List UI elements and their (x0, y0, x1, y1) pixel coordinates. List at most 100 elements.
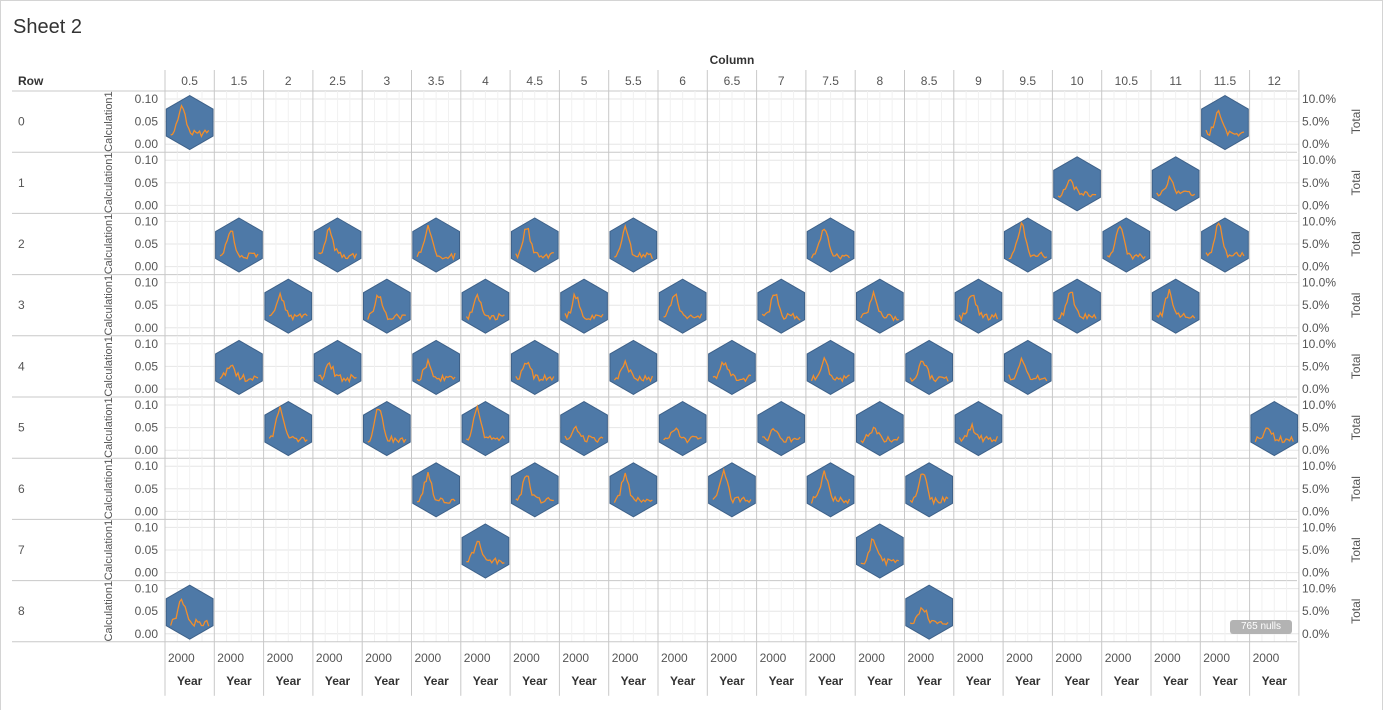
column-header-label: 11.5 (1214, 74, 1237, 88)
x-axis-tick-label: 2000 (1006, 651, 1033, 665)
sparkline-r2-c10.5 (1106, 225, 1146, 261)
hexagon-mark-r6-c8.5 (905, 462, 953, 518)
sparkline-r8-c8.5 (909, 606, 949, 625)
right-axis-tick-label: 10.0% (1302, 214, 1336, 228)
sparkline-r5-c12 (1254, 427, 1294, 444)
hexagon-mark-r3-c10 (1053, 278, 1101, 334)
sparkline-r3-c8 (860, 289, 899, 322)
hexagon-mark-r4-c8.5 (905, 339, 953, 395)
right-axis-tick-label: 10.0% (1302, 276, 1336, 290)
right-axis-tick-label: 10.0% (1302, 459, 1336, 473)
x-axis-tick-label: 2000 (1203, 651, 1230, 665)
hexagon-mark-r4-c6.5 (708, 339, 756, 395)
right-axis-tick-label: 10.0% (1302, 398, 1336, 412)
row-header-label: 4 (18, 359, 25, 373)
x-axis-tick-label: 2000 (1154, 651, 1181, 665)
y-axis-tick-label: 0.05 (135, 298, 159, 312)
row-header-label: 3 (18, 298, 25, 312)
sparkline-r4-c4.5 (515, 361, 555, 382)
x-axis-title: Year (966, 674, 992, 688)
hexagon-mark-r2-c11.5 (1201, 217, 1249, 273)
sparkline-r0-c11.5 (1205, 109, 1245, 137)
column-header-label: 9 (975, 74, 982, 88)
x-axis-tick-label: 2000 (1055, 651, 1082, 665)
sparkline-r3-c4 (465, 292, 505, 321)
right-axis-title: Total (1349, 109, 1363, 134)
column-header-label: 2 (285, 74, 292, 88)
sparkline-r3-c7 (761, 293, 801, 321)
sparkline-r6-c4.5 (515, 475, 554, 504)
y-axis-tick-label: 0.10 (135, 337, 159, 351)
hexagon-mark-r3-c7 (757, 278, 806, 334)
x-axis-title: Year (325, 674, 351, 688)
y-axis-tick-label: 0.00 (135, 198, 159, 212)
sparkline-r6-c5.5 (613, 472, 653, 503)
right-axis-tick-label: 0.0% (1302, 443, 1330, 457)
x-axis-title: Year (769, 674, 795, 688)
right-axis-tick-label: 0.0% (1302, 260, 1330, 274)
row-header-title: Row (18, 74, 44, 88)
hexagon-mark-r4-c7.5 (806, 339, 855, 395)
y-axis-tick-label: 0.10 (135, 520, 159, 534)
sparkline-r5-c2 (268, 406, 308, 443)
y-axis-title: Calculation1 (103, 91, 115, 152)
row-header-label: 1 (18, 176, 25, 190)
hexagon-mark-r5-c7 (757, 401, 806, 457)
y-axis-tick-label: 0.00 (135, 321, 159, 335)
right-axis-tick-label: 5.0% (1302, 421, 1330, 435)
y-axis-tick-label: 0.05 (135, 421, 159, 435)
nulls-indicator-badge[interactable]: 765 nulls (1230, 620, 1292, 634)
y-axis-title: Calculation1 (103, 397, 115, 458)
hexagon-mark-r4-c3.5 (412, 339, 460, 395)
x-axis-title: Year (1015, 674, 1041, 688)
hexagon-mark-r2-c4.5 (510, 217, 559, 273)
hexagon-mark-r7-c8 (856, 523, 904, 579)
hexagon-mark-r3-c4 (461, 278, 510, 334)
y-axis-tick-label: 0.05 (135, 237, 159, 251)
right-axis-title: Total (1349, 415, 1363, 440)
right-axis-tick-label: 0.0% (1302, 566, 1330, 580)
right-axis-tick-label: 0.0% (1302, 321, 1330, 335)
x-axis-tick-label: 2000 (661, 651, 688, 665)
sparkline-r4-c1.5 (219, 364, 259, 383)
sparkline-r2-c7.5 (810, 228, 851, 260)
x-axis-title: Year (226, 674, 252, 688)
column-header-label: 0.5 (181, 74, 198, 88)
y-axis-tick-label: 0.10 (135, 153, 159, 167)
y-axis-tick-label: 0.10 (135, 582, 159, 596)
sparkline-r3-c5 (564, 292, 604, 321)
sparkline-r3-c10 (1057, 291, 1097, 321)
hexagon-mark-r4-c2.5 (313, 339, 362, 395)
hexagon-mark-r5-c12 (1250, 401, 1299, 457)
column-header-label: 3 (384, 74, 391, 88)
right-axis-title: Total (1349, 599, 1363, 624)
right-axis-tick-label: 10.0% (1302, 153, 1336, 167)
x-axis-tick-label: 2000 (612, 651, 639, 665)
x-axis-title: Year (522, 674, 548, 688)
x-axis-tick-label: 2000 (562, 651, 589, 665)
column-header-label: 8.5 (921, 74, 938, 88)
sheet-title: Sheet 2 (13, 16, 82, 38)
x-axis-tick-label: 2000 (513, 651, 540, 665)
hexagon-mark-r3-c9 (954, 278, 1003, 334)
right-axis-tick-label: 5.0% (1302, 543, 1330, 557)
y-axis-title: Calculation1 (103, 336, 115, 397)
y-axis-title: Calculation1 (103, 459, 115, 520)
x-axis-tick-label: 2000 (1105, 651, 1132, 665)
sparkline-r4-c2.5 (318, 361, 357, 384)
y-axis-tick-label: 0.05 (135, 176, 159, 190)
column-header-label: 6.5 (724, 74, 741, 88)
sparkline-r4-c8.5 (909, 360, 949, 383)
sparkline-r4-c5.5 (613, 358, 654, 383)
column-header-label: 8 (877, 74, 884, 88)
y-axis-tick-label: 0.10 (135, 276, 159, 290)
hexagon-mark-r3-c11 (1151, 278, 1200, 334)
sparkline-r5-c7 (762, 427, 801, 444)
y-axis-tick-label: 0.05 (135, 359, 159, 373)
y-axis-tick-label: 0.05 (135, 115, 159, 129)
sparkline-r3-c11 (1156, 289, 1196, 319)
column-header-label: 7.5 (822, 74, 839, 88)
x-axis-title: Year (867, 674, 893, 688)
sparkline-r1-c10 (1057, 179, 1097, 198)
